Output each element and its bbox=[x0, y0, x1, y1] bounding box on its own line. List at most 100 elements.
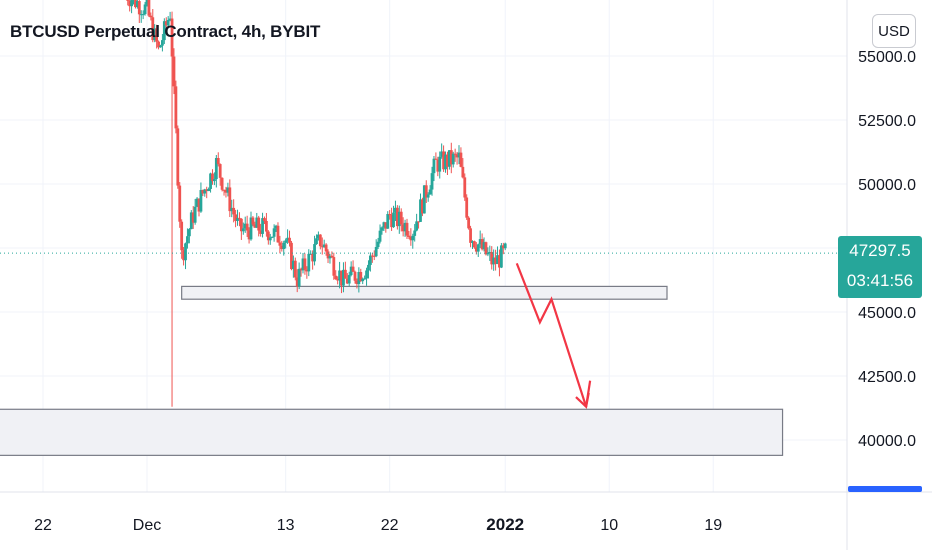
candle-body bbox=[220, 177, 224, 190]
candle-body bbox=[197, 198, 201, 212]
candle-body bbox=[195, 198, 199, 207]
candle-body bbox=[434, 158, 438, 160]
candle-body bbox=[334, 275, 338, 280]
candle-body bbox=[394, 207, 397, 213]
candle-body bbox=[291, 260, 295, 270]
support-zone bbox=[181, 285, 668, 300]
candle-body bbox=[361, 278, 365, 282]
candle-body bbox=[365, 270, 368, 279]
candle-body bbox=[147, 0, 151, 16]
candle-body bbox=[311, 253, 315, 262]
candle-body bbox=[447, 150, 451, 167]
candle-body bbox=[230, 207, 234, 212]
candle-body bbox=[245, 223, 249, 231]
candle-body bbox=[182, 250, 185, 261]
candle-body bbox=[288, 237, 291, 243]
candle-body bbox=[405, 222, 409, 236]
candle-body bbox=[465, 197, 469, 218]
candle-body bbox=[199, 190, 203, 212]
candle-body bbox=[359, 271, 363, 282]
candle-body bbox=[222, 189, 226, 191]
candle-body bbox=[455, 154, 459, 158]
y-tick-label: 42500.0 bbox=[858, 369, 916, 386]
candle-body bbox=[473, 241, 476, 248]
candle-body bbox=[322, 244, 326, 248]
candle-body bbox=[278, 242, 282, 246]
candle-body bbox=[218, 164, 222, 178]
candle-body bbox=[266, 231, 270, 241]
projection-path bbox=[515, 262, 588, 408]
x-tick-label: 10 bbox=[600, 517, 618, 534]
candle-body bbox=[307, 253, 311, 272]
y-tick-label: 45000.0 bbox=[858, 305, 916, 322]
candle-body bbox=[457, 152, 461, 158]
candle-body bbox=[159, 45, 162, 48]
candle-body bbox=[372, 255, 376, 257]
candle-body bbox=[467, 217, 471, 229]
candle-body bbox=[501, 245, 505, 249]
candle-body bbox=[386, 214, 390, 229]
candle-body bbox=[145, 0, 149, 5]
candle-body bbox=[234, 214, 237, 221]
last-price-tag: 47297.5 03:41:56 bbox=[838, 236, 922, 298]
candle-body bbox=[168, 18, 172, 21]
candle-body bbox=[342, 269, 345, 286]
currency-button[interactable]: USD bbox=[872, 14, 916, 48]
candle-body bbox=[490, 252, 494, 265]
candle-body bbox=[355, 280, 359, 285]
candle-body bbox=[369, 255, 372, 265]
candle-body bbox=[189, 212, 193, 230]
candle-body bbox=[476, 244, 480, 252]
x-tick-label: 19 bbox=[704, 517, 722, 534]
candle-body bbox=[205, 189, 209, 192]
candle-body bbox=[397, 211, 401, 227]
candle-body bbox=[442, 151, 445, 170]
candle-body bbox=[232, 207, 236, 215]
candle-body bbox=[251, 217, 255, 225]
candle-body bbox=[247, 230, 251, 240]
candle-body bbox=[395, 207, 399, 227]
candle-body bbox=[349, 266, 353, 276]
candle-body bbox=[401, 224, 405, 232]
candle-body bbox=[357, 271, 361, 285]
candle-body bbox=[345, 278, 349, 284]
candle-body bbox=[228, 187, 232, 212]
candle-body bbox=[498, 255, 501, 268]
candle-body bbox=[484, 242, 488, 255]
candle-body bbox=[440, 151, 444, 157]
candle-body bbox=[363, 278, 367, 280]
x-tick-label: Dec bbox=[133, 517, 161, 534]
candle-body bbox=[161, 40, 164, 46]
candle-body bbox=[134, 0, 137, 8]
candle-body bbox=[241, 228, 245, 232]
candle-body bbox=[180, 221, 184, 251]
candle-body bbox=[413, 230, 417, 236]
candle-body bbox=[459, 152, 463, 167]
candle-body bbox=[426, 194, 430, 198]
candle-body bbox=[367, 264, 370, 271]
candle-body bbox=[176, 128, 180, 186]
y-tick-label: 40000.0 bbox=[858, 433, 916, 450]
candle-body bbox=[155, 28, 159, 42]
candle-body bbox=[378, 230, 382, 242]
candle-body bbox=[388, 214, 392, 216]
candle-body bbox=[469, 228, 472, 243]
candle-body bbox=[209, 173, 212, 189]
candle-body bbox=[187, 229, 191, 237]
candle-body bbox=[249, 217, 253, 240]
candle-body bbox=[303, 258, 307, 270]
candle-body bbox=[214, 158, 218, 180]
x-tick-label: 22 bbox=[34, 517, 52, 534]
candle-body bbox=[343, 269, 347, 279]
candle-body bbox=[370, 255, 374, 257]
candle-body bbox=[305, 269, 309, 272]
candle-body bbox=[403, 222, 407, 232]
candle-body bbox=[486, 253, 490, 255]
scale-scrollbar[interactable] bbox=[848, 486, 922, 492]
candle-body bbox=[494, 257, 497, 265]
y-tick-label: 55000.0 bbox=[858, 49, 916, 66]
candle-body bbox=[430, 173, 434, 190]
candle-body bbox=[332, 257, 336, 276]
candle-body bbox=[295, 277, 299, 287]
